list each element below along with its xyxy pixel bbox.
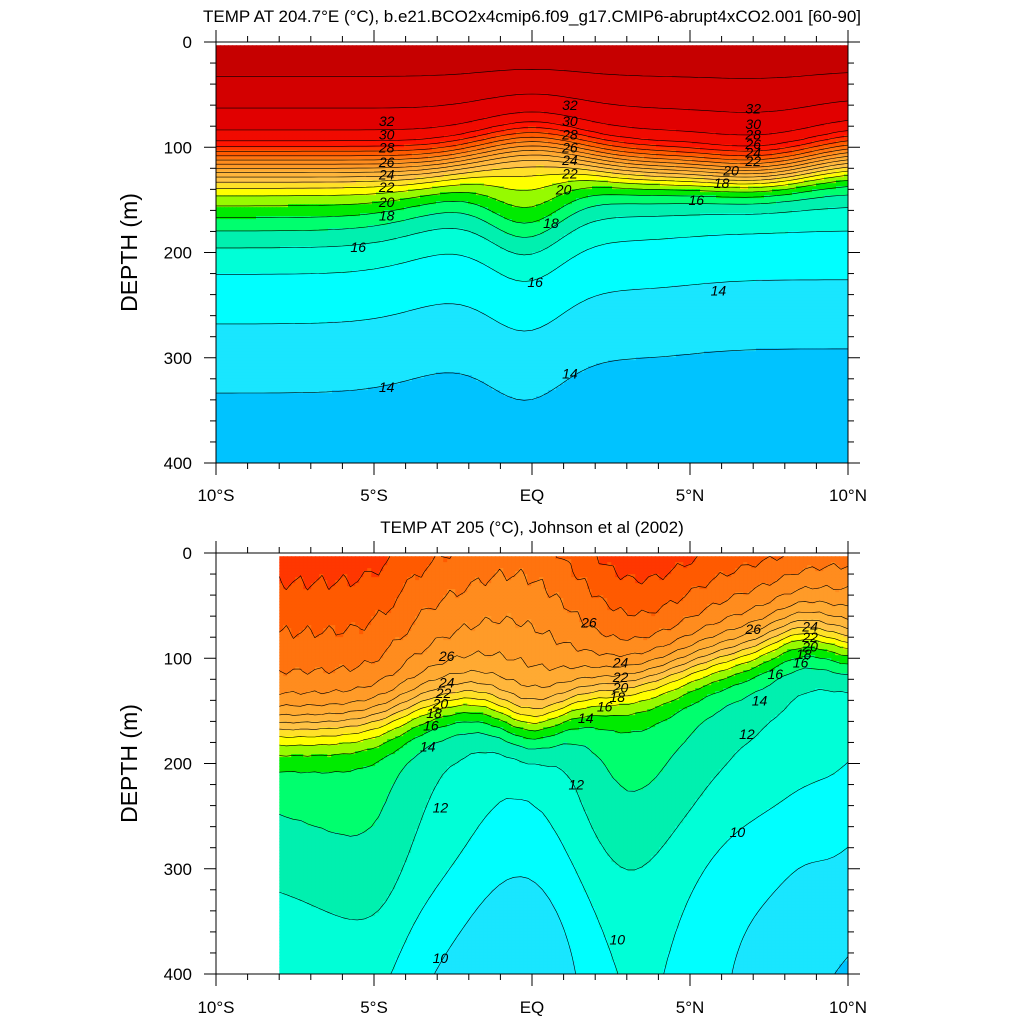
- panel-top: 3230282624222018161432302826242220181614…: [116, 7, 867, 505]
